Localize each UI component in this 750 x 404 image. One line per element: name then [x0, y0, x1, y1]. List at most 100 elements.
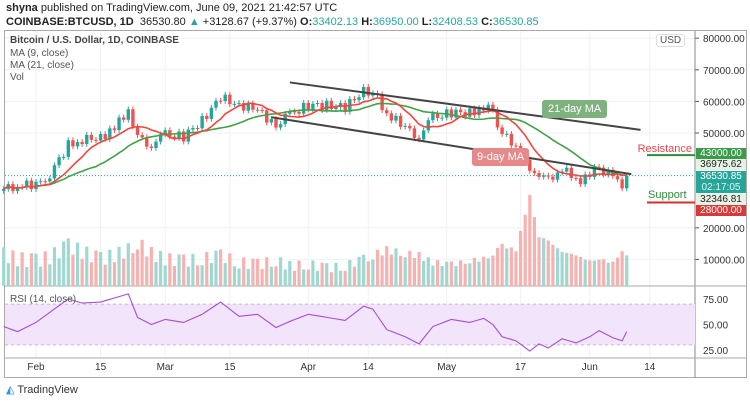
candle-body	[214, 100, 218, 108]
candle-body	[403, 125, 407, 127]
candle-body	[625, 175, 629, 189]
time-axis-tick: Apr	[301, 362, 317, 373]
volume-bar	[2, 247, 6, 286]
volume-bar	[135, 249, 140, 286]
candle-body	[121, 117, 126, 120]
candle-body	[569, 167, 574, 179]
volume-bar	[126, 243, 130, 286]
volume-bar	[265, 257, 269, 286]
volume-bar	[34, 253, 38, 286]
legend-ma21: MA (21, close)	[10, 60, 74, 71]
low-price-tag: 32346.81	[696, 194, 746, 205]
high-price-tag: 36975.62	[696, 159, 746, 170]
candle-body	[458, 109, 463, 113]
volume-bar	[385, 246, 389, 286]
volume-bar	[182, 254, 186, 286]
volume-bar	[168, 253, 172, 286]
candle-body	[583, 174, 587, 185]
volume-bar	[449, 261, 453, 286]
candle-body	[117, 117, 121, 131]
candle-body	[606, 169, 610, 175]
tradingview-logo[interactable]: ◭ TradingView	[6, 383, 78, 396]
resistance-label: Resistance	[637, 143, 692, 155]
candle-body	[426, 120, 430, 131]
candle-body	[320, 103, 324, 111]
volume-bar	[89, 262, 93, 286]
candle-body	[380, 94, 384, 111]
currency-button[interactable]: USD	[656, 34, 686, 47]
volume-bar	[117, 246, 121, 286]
candle-body	[417, 137, 421, 140]
candle-body	[357, 97, 361, 101]
volume-bar	[145, 256, 149, 286]
candle-body	[265, 110, 269, 123]
volume-bar	[523, 214, 527, 286]
volume-bar	[57, 258, 61, 286]
candle-body	[301, 102, 306, 114]
candle-body	[278, 124, 283, 128]
candle-body	[537, 172, 541, 177]
candle-body	[514, 145, 518, 147]
volume-bar	[200, 265, 204, 286]
volume-bar	[569, 253, 573, 286]
volume-bar	[52, 247, 57, 286]
candle-body	[578, 178, 583, 185]
candle-body	[412, 128, 417, 138]
volume-bar	[338, 270, 343, 286]
volume-bar	[223, 263, 227, 286]
candle-body	[237, 103, 241, 105]
volume-bar	[20, 252, 24, 286]
volume-bar	[154, 261, 158, 286]
candle-body	[255, 109, 260, 111]
candle-body	[472, 108, 477, 116]
candle-body	[329, 100, 334, 110]
candle-body	[191, 128, 195, 130]
candle-body	[454, 109, 458, 118]
volume-bar	[366, 261, 370, 286]
candle-body	[394, 115, 398, 121]
candle-body	[528, 159, 532, 171]
volume-bar	[560, 252, 564, 286]
volume-bar	[458, 260, 463, 286]
volume-bar	[163, 265, 167, 286]
volume-bar	[131, 253, 135, 286]
candle-body	[131, 109, 135, 127]
volume-bar	[297, 260, 301, 286]
volume-bar	[606, 262, 610, 286]
volume-bar	[209, 263, 213, 286]
high-value: 36950.00	[372, 16, 419, 28]
volume-bar	[80, 258, 84, 286]
candle-body	[218, 100, 223, 102]
candle-body	[500, 127, 504, 135]
close-label: C:	[481, 16, 493, 28]
candle-body	[98, 134, 103, 141]
volume-bar	[112, 262, 117, 286]
volume-bar	[186, 266, 190, 286]
brand-name: TradingView	[17, 384, 78, 396]
volume-bar	[611, 261, 615, 286]
volume-bar	[320, 262, 324, 286]
candle-body	[541, 175, 546, 177]
volume-bar	[615, 257, 620, 286]
candle-body	[85, 134, 89, 145]
volume-bar	[394, 248, 398, 286]
candle-body	[181, 131, 186, 142]
volume-bar	[159, 250, 163, 286]
candle-body	[555, 172, 560, 180]
candle-body	[172, 136, 177, 139]
volume-bar	[122, 258, 126, 286]
candle-body	[509, 133, 514, 146]
volume-bar	[408, 250, 412, 286]
candle-body	[57, 157, 61, 166]
volume-bar	[398, 255, 403, 286]
change: +3128.67 (+9.37%)	[202, 16, 297, 28]
candle-body	[25, 180, 29, 188]
volume-bar	[343, 270, 347, 286]
candle-body	[615, 176, 620, 180]
candle-body	[80, 141, 84, 145]
candle-body	[269, 119, 274, 123]
candle-body	[274, 119, 278, 128]
volume-bar	[588, 260, 592, 286]
candle-body	[366, 86, 370, 96]
